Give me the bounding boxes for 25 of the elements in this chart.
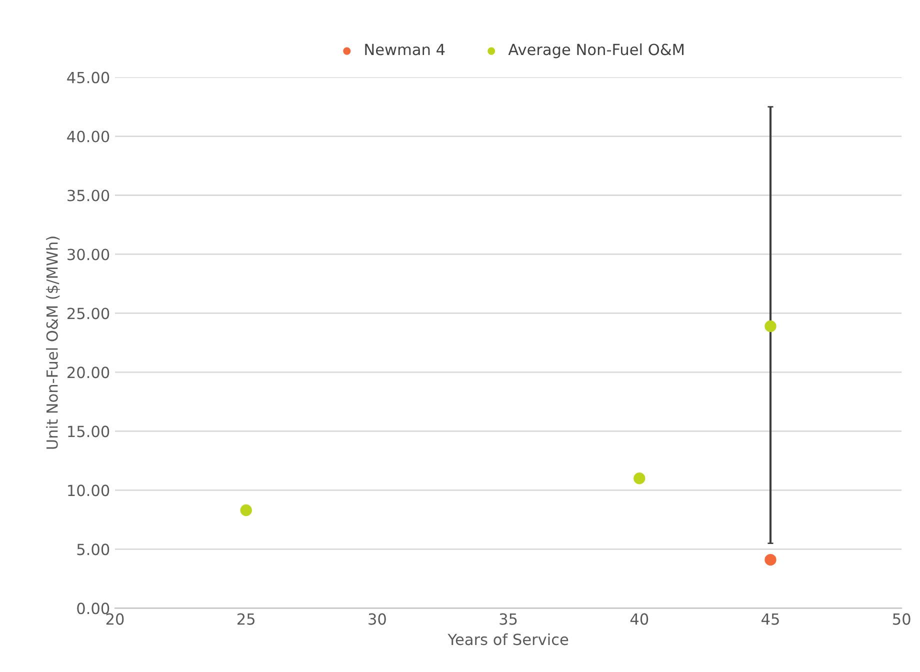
point <box>764 554 776 566</box>
y-tick-label: 5.00 <box>77 544 110 556</box>
y-tick-label: 10.00 <box>68 484 110 496</box>
y-tick-label: 35.00 <box>68 190 110 202</box>
x-tick-label: 30 <box>368 613 386 625</box>
y-axis-title: Unit Non-Fuel O&M ($/MWh) <box>46 236 60 449</box>
point <box>764 320 776 332</box>
x-tick-label: 50 <box>893 613 910 625</box>
point <box>634 472 646 484</box>
y-tick-label: 25.00 <box>68 308 110 320</box>
legend-label: Average Non-Fuel O&M <box>508 43 684 58</box>
point <box>240 504 252 516</box>
x-tick-label: 20 <box>106 613 124 625</box>
x-tick-label: 25 <box>238 613 254 625</box>
y-tick-label: 30.00 <box>68 248 110 260</box>
x-tick-label: 35 <box>500 613 517 625</box>
legend-label: Newman 4 <box>365 44 445 56</box>
y-tick-label: 40.00 <box>67 130 110 142</box>
x-axis-title: Years of Service <box>448 633 568 646</box>
x-tick-label: 45 <box>762 613 779 625</box>
x-tick-label: 40 <box>630 613 648 625</box>
y-tick-label: 0.00 <box>77 602 110 614</box>
y-tick-label: 20.00 <box>68 366 110 378</box>
y-tick-label: 45.00 <box>67 72 110 84</box>
y-tick-label: 15.00 <box>68 426 110 438</box>
